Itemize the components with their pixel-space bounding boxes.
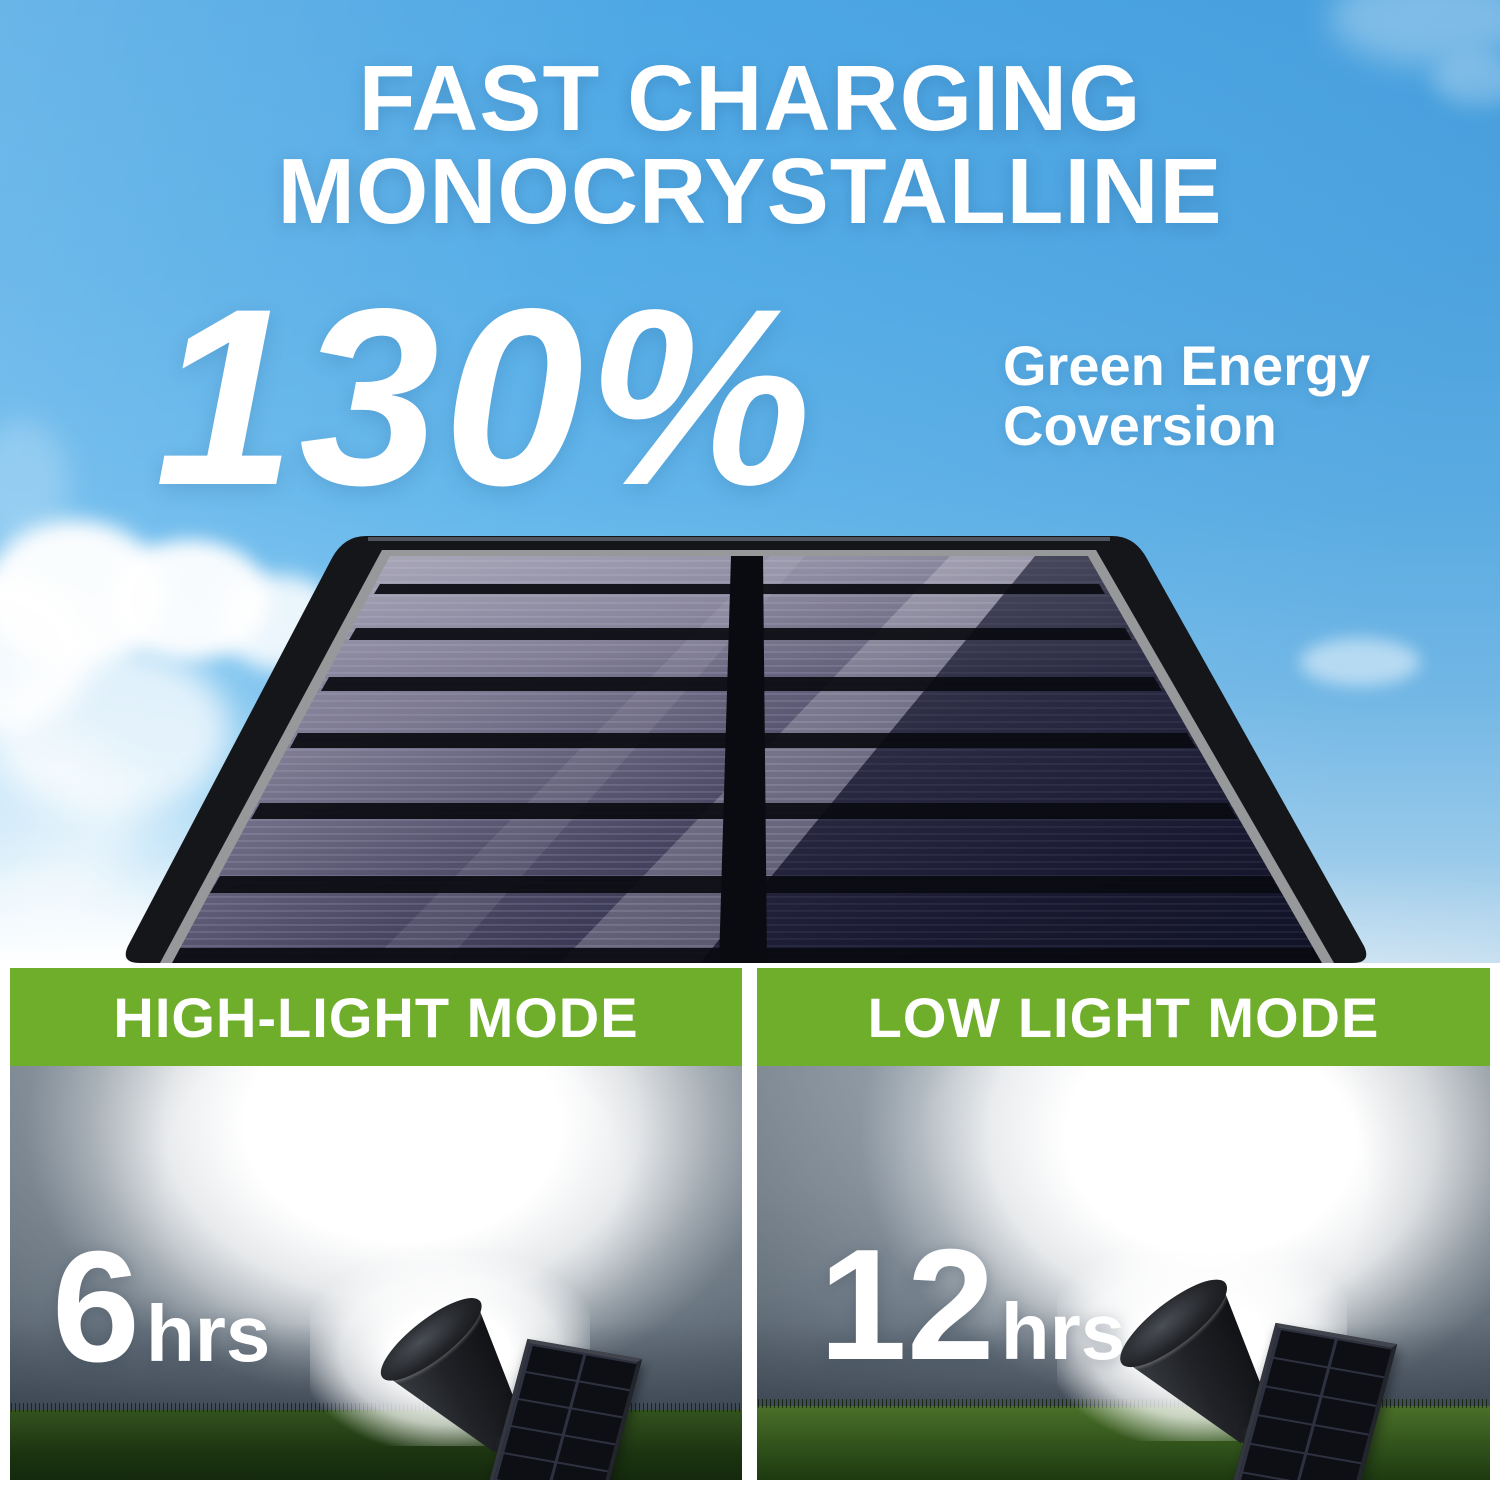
runtime-label: 6 hrs xyxy=(52,1228,270,1386)
solar-panel-icon xyxy=(125,536,1367,963)
cloud-wisp-icon xyxy=(1300,638,1420,686)
spotlight-icon xyxy=(370,1285,668,1480)
runtime-unit: hrs xyxy=(1000,1287,1126,1376)
conversion-stat-label-line1: Green Energy xyxy=(1003,334,1371,397)
low-light-mode-header: LOW LIGHT MODE xyxy=(757,968,1490,1066)
high-light-mode-header: HIGH-LIGHT MODE xyxy=(10,968,742,1066)
cloud-wisp-icon xyxy=(1432,55,1500,105)
conversion-stat-label: Green Energy Coversion xyxy=(1003,336,1370,456)
low-light-mode-panel: LOW LIGHT MODE 12 hrs xyxy=(757,968,1490,1480)
low-light-mode-photo: 12 hrs xyxy=(757,1066,1490,1480)
hero-title: FAST CHARGING MONOCRYSTALLINE xyxy=(0,52,1500,238)
conversion-stat-label-line2: Coversion xyxy=(1003,393,1277,457)
high-light-mode-photo: 6 hrs xyxy=(10,1066,742,1480)
runtime-hours: 6 xyxy=(52,1219,140,1395)
hero-title-line1: FAST CHARGING xyxy=(358,46,1142,150)
sky-section: FAST CHARGING MONOCRYSTALLINE 130% Green… xyxy=(0,0,1500,963)
high-light-mode-panel: HIGH-LIGHT MODE 6 hrs xyxy=(10,968,742,1480)
spotlight-icon xyxy=(1108,1266,1425,1480)
runtime-hours: 12 xyxy=(819,1217,995,1393)
runtime-unit: hrs xyxy=(145,1289,271,1378)
runtime-label: 12 hrs xyxy=(819,1226,1125,1384)
conversion-stat-value: 130% xyxy=(155,257,816,538)
hero-title-line2: MONOCRYSTALLINE xyxy=(277,139,1223,243)
